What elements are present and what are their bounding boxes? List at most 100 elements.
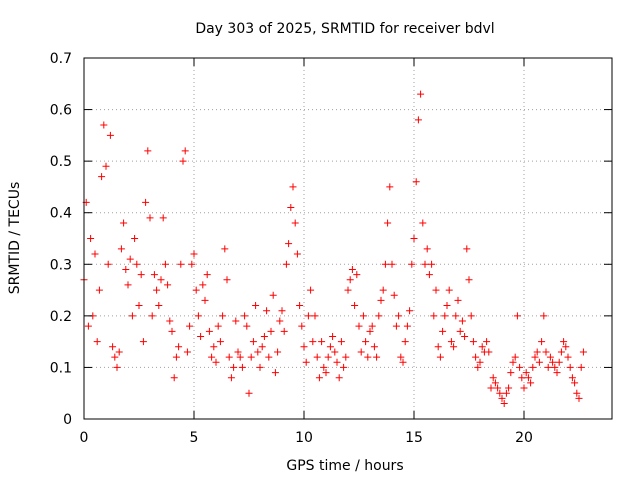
data-point — [483, 338, 491, 346]
data-point — [93, 338, 101, 346]
data-point — [311, 312, 319, 320]
data-point — [153, 286, 161, 294]
data-point — [190, 250, 198, 258]
data-point — [342, 353, 350, 361]
x-tick-label: 0 — [80, 430, 89, 446]
data-point — [564, 353, 572, 361]
data-point — [98, 173, 106, 181]
data-point — [535, 358, 543, 366]
data-point — [430, 312, 438, 320]
data-point — [84, 322, 92, 330]
data-point — [95, 286, 103, 294]
data-point — [392, 322, 400, 330]
data-point — [326, 343, 334, 351]
data-point — [531, 353, 539, 361]
data-point — [450, 343, 458, 351]
y-tick-label: 0 — [63, 412, 72, 428]
data-point — [410, 235, 418, 242]
data-point — [238, 363, 246, 371]
data-point — [401, 338, 409, 346]
data-point — [489, 374, 497, 382]
data-point — [172, 353, 180, 361]
data-point — [148, 312, 156, 320]
data-point — [102, 162, 110, 170]
data-point — [441, 312, 449, 320]
data-point — [544, 363, 552, 371]
data-point — [496, 389, 504, 397]
data-point — [412, 178, 420, 186]
data-point — [285, 240, 293, 248]
data-point — [399, 358, 407, 366]
data-point — [443, 302, 451, 310]
data-point — [542, 348, 550, 356]
data-point — [221, 245, 229, 253]
data-point — [432, 286, 440, 294]
data-point — [575, 394, 583, 402]
data-point — [522, 369, 530, 377]
data-point — [329, 332, 337, 340]
data-point — [197, 332, 205, 340]
data-point — [538, 338, 546, 346]
data-point — [456, 327, 464, 335]
data-point — [509, 358, 517, 366]
data-point — [355, 322, 363, 330]
data-point — [546, 353, 554, 361]
data-point — [447, 338, 455, 346]
data-point — [553, 369, 561, 377]
data-point — [335, 374, 343, 382]
data-point — [505, 384, 513, 392]
data-point — [370, 343, 378, 351]
data-point — [366, 327, 374, 335]
data-point — [113, 363, 121, 371]
data-point — [263, 307, 271, 315]
data-point — [249, 338, 257, 346]
data-point — [289, 183, 297, 191]
data-point — [159, 214, 167, 222]
data-point — [524, 374, 532, 382]
data-point — [135, 302, 143, 310]
data-point — [269, 291, 277, 299]
data-point — [133, 260, 141, 268]
data-point — [373, 353, 381, 361]
data-point — [472, 353, 480, 361]
data-point — [377, 296, 385, 304]
data-point — [128, 312, 136, 320]
data-point — [573, 389, 581, 397]
x-tick-labels: 0 5 10 15 20 — [80, 430, 533, 446]
data-point — [529, 363, 537, 371]
data-point — [406, 307, 414, 315]
data-point — [403, 322, 411, 330]
data-point — [124, 281, 132, 289]
data-point — [494, 384, 502, 392]
data-point — [106, 131, 114, 139]
data-point — [282, 260, 290, 268]
data-point — [474, 363, 482, 371]
data-point — [131, 235, 139, 242]
data-point — [463, 245, 471, 253]
data-point — [461, 332, 469, 340]
data-point — [208, 353, 216, 361]
data-point — [122, 265, 130, 273]
data-point — [502, 389, 510, 397]
data-point — [265, 353, 273, 361]
data-point — [302, 358, 310, 366]
data-point — [267, 327, 275, 335]
data-point — [186, 322, 194, 330]
y-tick-label: 0.6 — [50, 103, 72, 119]
y-tick-label: 0.2 — [50, 309, 72, 325]
data-point — [258, 343, 266, 351]
data-point — [331, 348, 339, 356]
data-point — [518, 374, 526, 382]
data-point — [164, 281, 172, 289]
data-point — [324, 353, 332, 361]
y-tick-label: 0.7 — [50, 51, 72, 67]
data-point — [491, 379, 499, 387]
y-tick-labels: 0 0.1 0.2 0.3 0.4 0.5 0.6 0.7 — [50, 51, 72, 428]
data-point — [199, 281, 207, 289]
data-point — [179, 157, 187, 165]
data-point — [313, 353, 321, 361]
data-point — [408, 260, 416, 268]
data-point — [260, 332, 268, 340]
data-point — [117, 245, 125, 253]
